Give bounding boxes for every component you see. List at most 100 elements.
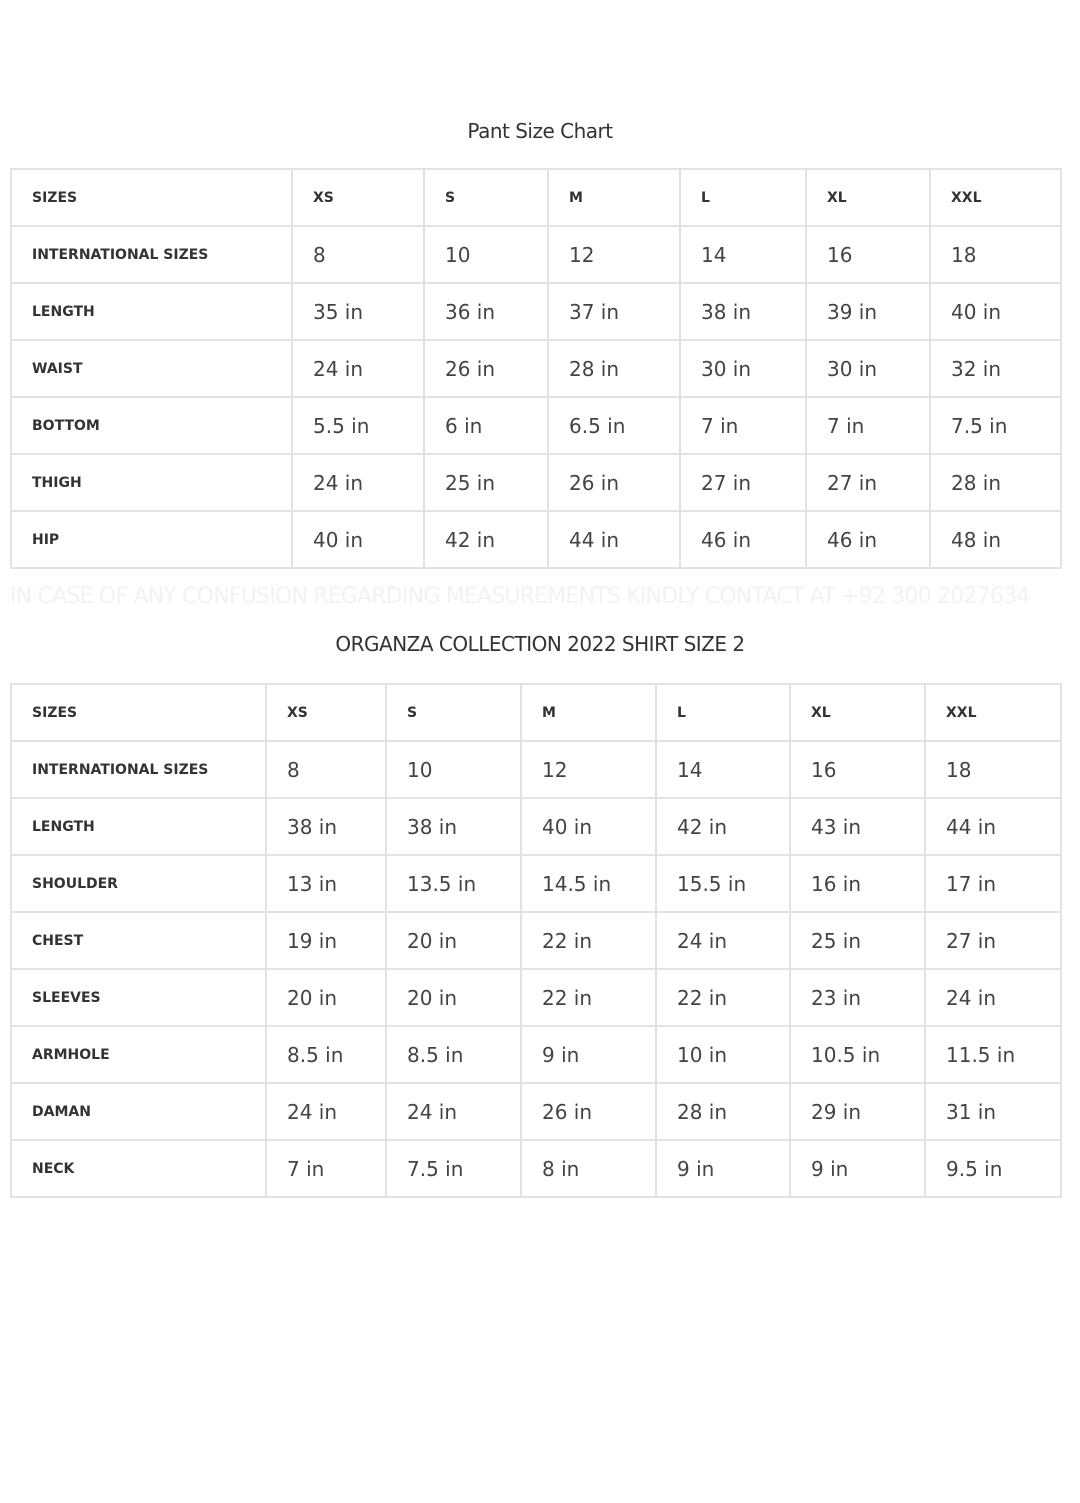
measurement-cell: 9.5 in xyxy=(924,1139,1062,1198)
measurement-cell: 15.5 in xyxy=(655,854,791,913)
measurement-cell: 18 xyxy=(924,740,1062,799)
size-header: L xyxy=(655,683,791,742)
measurement-cell: 20 in xyxy=(385,911,522,970)
size-header: XXL xyxy=(929,168,1062,227)
measurement-cell: 30 in xyxy=(679,339,807,398)
header-label: SIZES xyxy=(10,683,267,742)
measurement-cell: 7.5 in xyxy=(929,396,1062,455)
measurement-cell: 38 in xyxy=(679,282,807,341)
row-label: ARMHOLE xyxy=(10,1025,267,1084)
table-row: THIGH 24 in 25 in 26 in 27 in 27 in 28 in xyxy=(10,453,1062,512)
measurement-cell: 28 in xyxy=(929,453,1062,512)
row-label: BOTTOM xyxy=(10,396,293,455)
table-row: INTERNATIONAL SIZES 8 10 12 14 16 18 xyxy=(10,740,1062,799)
measurement-cell: 10.5 in xyxy=(789,1025,926,1084)
table-row: BOTTOM 5.5 in 6 in 6.5 in 7 in 7 in 7.5 in xyxy=(10,396,1062,455)
row-label: THIGH xyxy=(10,453,293,512)
measurement-cell: 16 in xyxy=(789,854,926,913)
measurement-cell: 8.5 in xyxy=(265,1025,387,1084)
row-label: HIP xyxy=(10,510,293,569)
header-row: SIZES XS S M L XL XXL xyxy=(10,683,1062,742)
measurement-cell: 27 in xyxy=(805,453,931,512)
measurement-cell: 25 in xyxy=(423,453,549,512)
table-row: CHEST 19 in 20 in 22 in 24 in 25 in 27 in xyxy=(10,911,1062,970)
measurement-cell: 26 in xyxy=(520,1082,657,1141)
size-header: S xyxy=(423,168,549,227)
measurement-cell: 8 in xyxy=(520,1139,657,1198)
size-header: M xyxy=(520,683,657,742)
measurement-cell: 27 in xyxy=(679,453,807,512)
row-label: DAMAN xyxy=(10,1082,267,1141)
table-row: ARMHOLE 8.5 in 8.5 in 9 in 10 in 10.5 in 11.5 … xyxy=(10,1025,1062,1084)
row-label: INTERNATIONAL SIZES xyxy=(10,740,267,799)
measurement-cell: 7 in xyxy=(265,1139,387,1198)
measurement-cell: 9 in xyxy=(655,1139,791,1198)
measurement-cell: 39 in xyxy=(805,282,931,341)
measurement-cell: 48 in xyxy=(929,510,1062,569)
size-header: S xyxy=(385,683,522,742)
header-label: SIZES xyxy=(10,168,293,227)
size-header: XXL xyxy=(924,683,1062,742)
measurement-cell: 26 in xyxy=(547,453,681,512)
measurement-cell: 25 in xyxy=(789,911,926,970)
row-label: CHEST xyxy=(10,911,267,970)
measurement-cell: 22 in xyxy=(520,911,657,970)
table-row: DAMAN 24 in 24 in 26 in 28 in 29 in 31 in xyxy=(10,1082,1062,1141)
contact-note: IN CASE OF ANY CONFUSION REGARDING MEASU… xyxy=(10,584,1030,609)
measurement-cell: 24 in xyxy=(385,1082,522,1141)
measurement-cell: 29 in xyxy=(789,1082,926,1141)
measurement-cell: 42 in xyxy=(655,797,791,856)
size-header: XL xyxy=(805,168,931,227)
measurement-cell: 22 in xyxy=(655,968,791,1027)
measurement-cell: 10 xyxy=(423,225,549,284)
measurement-cell: 17 in xyxy=(924,854,1062,913)
size-header: XS xyxy=(291,168,425,227)
row-label: NECK xyxy=(10,1139,267,1198)
table-row: NECK 7 in 7.5 in 8 in 9 in 9 in 9.5 in xyxy=(10,1139,1062,1198)
measurement-cell: 37 in xyxy=(547,282,681,341)
measurement-cell: 7 in xyxy=(805,396,931,455)
measurement-cell: 10 in xyxy=(655,1025,791,1084)
measurement-cell: 8 xyxy=(265,740,387,799)
measurement-cell: 26 in xyxy=(423,339,549,398)
measurement-cell: 9 in xyxy=(520,1025,657,1084)
table-row: INTERNATIONAL SIZES 8 10 12 14 16 18 xyxy=(10,225,1062,284)
measurement-cell: 31 in xyxy=(924,1082,1062,1141)
measurement-cell: 44 in xyxy=(547,510,681,569)
measurement-cell: 13 in xyxy=(265,854,387,913)
measurement-cell: 18 xyxy=(929,225,1062,284)
table-row: SLEEVES 20 in 20 in 22 in 22 in 23 in 24 in xyxy=(10,968,1062,1027)
measurement-cell: 43 in xyxy=(789,797,926,856)
header-row: SIZES XS S M L XL XXL xyxy=(10,168,1062,227)
measurement-cell: 38 in xyxy=(385,797,522,856)
row-label: INTERNATIONAL SIZES xyxy=(10,225,293,284)
measurement-cell: 28 in xyxy=(655,1082,791,1141)
measurement-cell: 11.5 in xyxy=(924,1025,1062,1084)
measurement-cell: 13.5 in xyxy=(385,854,522,913)
table-row: HIP 40 in 42 in 44 in 46 in 46 in 48 in xyxy=(10,510,1062,569)
measurement-cell: 24 in xyxy=(655,911,791,970)
measurement-cell: 19 in xyxy=(265,911,387,970)
size-header: L xyxy=(679,168,807,227)
measurement-cell: 40 in xyxy=(291,510,425,569)
measurement-cell: 10 xyxy=(385,740,522,799)
measurement-cell: 44 in xyxy=(924,797,1062,856)
table-row: SHOULDER 13 in 13.5 in 14.5 in 15.5 in 16 in 1… xyxy=(10,854,1062,913)
row-label: WAIST xyxy=(10,339,293,398)
measurement-cell: 40 in xyxy=(929,282,1062,341)
measurement-cell: 38 in xyxy=(265,797,387,856)
measurement-cell: 7 in xyxy=(679,396,807,455)
table-row: WAIST 24 in 26 in 28 in 30 in 30 in 32 in xyxy=(10,339,1062,398)
row-label: LENGTH xyxy=(10,282,293,341)
measurement-cell: 16 xyxy=(805,225,931,284)
measurement-cell: 5.5 in xyxy=(291,396,425,455)
measurement-cell: 46 in xyxy=(805,510,931,569)
measurement-cell: 7.5 in xyxy=(385,1139,522,1198)
measurement-cell: 24 in xyxy=(291,453,425,512)
size-header: XL xyxy=(789,683,926,742)
measurement-cell: 27 in xyxy=(924,911,1062,970)
table-row: LENGTH 38 in 38 in 40 in 42 in 43 in 44 in xyxy=(10,797,1062,856)
size-header: M xyxy=(547,168,681,227)
table-row: LENGTH 35 in 36 in 37 in 38 in 39 in 40 in xyxy=(10,282,1062,341)
measurement-cell: 36 in xyxy=(423,282,549,341)
